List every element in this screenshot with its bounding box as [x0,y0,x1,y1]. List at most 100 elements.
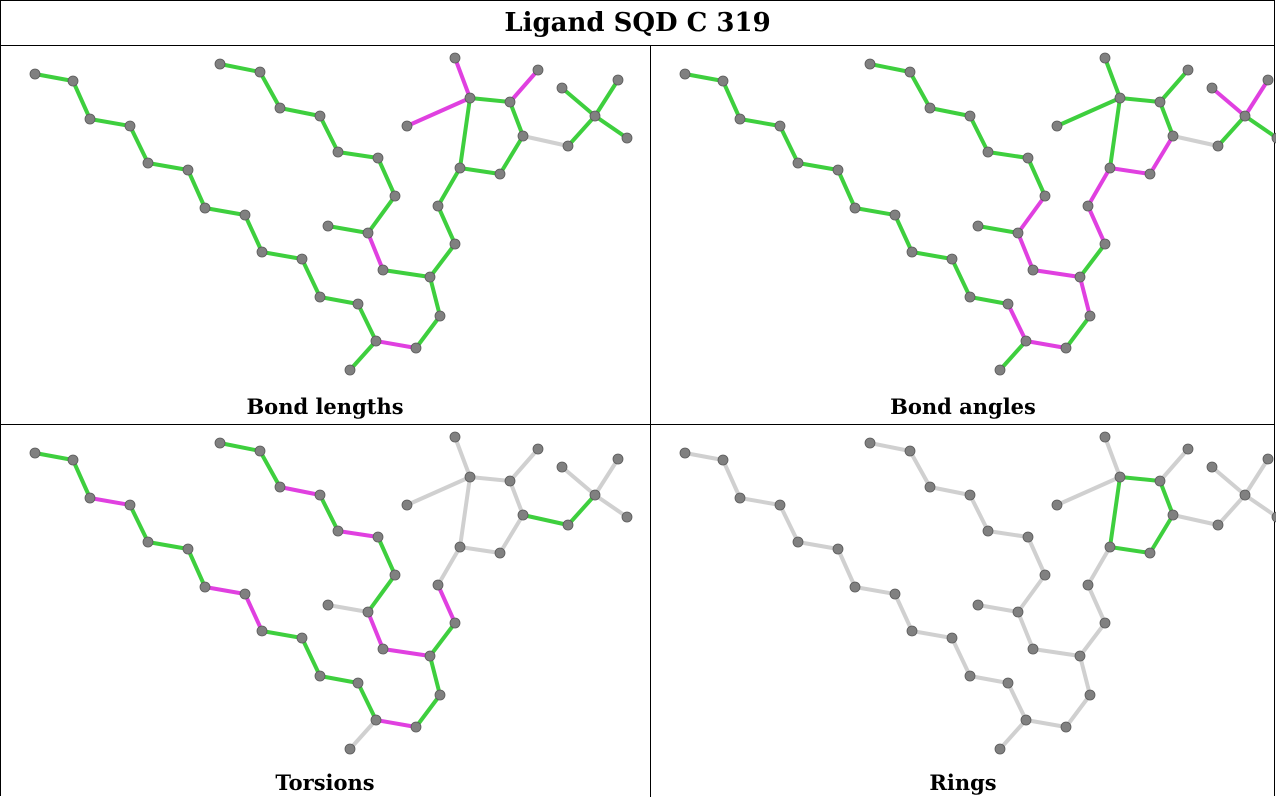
bond [1158,68,1190,104]
atom [849,581,861,593]
atom [1012,606,1024,618]
atom [562,140,574,152]
atom [314,110,326,122]
atom [864,58,876,70]
atom [372,152,384,164]
bond [1103,56,1122,100]
bond [186,547,207,589]
caption-torsions: Torsions [275,770,375,795]
atom [410,721,422,733]
bond [893,592,914,633]
bond [560,86,597,118]
atom [1212,140,1224,152]
atom [182,164,194,176]
atom [1271,132,1276,144]
atom [432,579,444,591]
atom [67,454,79,466]
bond [1210,86,1247,118]
atom [1114,92,1126,104]
bond [778,124,800,165]
bond [356,302,378,343]
atom [517,509,529,521]
bond [778,503,800,544]
atom [904,445,916,457]
bond [1108,475,1122,549]
bond [1086,545,1112,587]
bond [458,545,502,555]
bond [683,72,725,83]
bond [1158,479,1175,517]
atom [1027,643,1039,655]
atom [296,253,308,265]
atom [832,164,844,176]
bond [428,275,442,318]
atom [589,110,601,122]
atom [1027,264,1039,276]
bond [1118,475,1162,483]
atom [982,525,994,537]
atom [774,120,786,132]
bond [683,451,725,462]
atom [964,291,976,303]
bond [1016,231,1035,272]
bond [868,62,912,74]
atom [1039,569,1051,581]
atom [84,113,96,125]
atom [556,82,568,94]
atom [532,443,544,455]
atom [377,643,389,655]
atom [849,202,861,214]
atom [679,68,691,80]
atom [1074,650,1086,662]
bond [243,213,264,254]
bond [88,117,132,128]
atom [1104,162,1116,174]
atom [889,588,901,600]
atom [1099,617,1111,629]
bond [1148,134,1175,176]
bond [203,206,247,217]
bond [366,573,397,614]
atom [1114,471,1126,483]
atom [1020,335,1032,347]
bond [414,314,442,350]
bond [1108,96,1122,170]
bond [976,603,1020,614]
atom [314,291,326,303]
bond [348,718,378,751]
atom [1099,238,1111,250]
atom [199,581,211,593]
atom [199,202,211,214]
atom [517,130,529,142]
atom [434,310,446,322]
bond [458,96,472,170]
panel-bond-angles [679,52,1276,376]
panel-torsions [29,431,633,755]
bond [1078,654,1092,697]
bond [976,224,1020,235]
atom [864,437,876,449]
bond [968,295,1010,306]
bond [986,150,1030,160]
bond [436,545,462,587]
atom [1182,64,1194,76]
bond [928,485,972,497]
atom [964,670,976,682]
atom [679,447,691,459]
bond [1064,693,1092,729]
bond [453,435,472,479]
bond [593,114,629,140]
atom [1084,310,1096,322]
atom [621,511,633,523]
row-divider [0,424,1275,425]
bond [336,150,380,160]
atom [589,489,601,501]
bond [128,124,150,165]
atom [389,190,401,202]
atom [1060,721,1072,733]
atom [401,499,413,511]
atom [924,481,936,493]
bond [318,295,360,306]
bond [1158,100,1175,138]
